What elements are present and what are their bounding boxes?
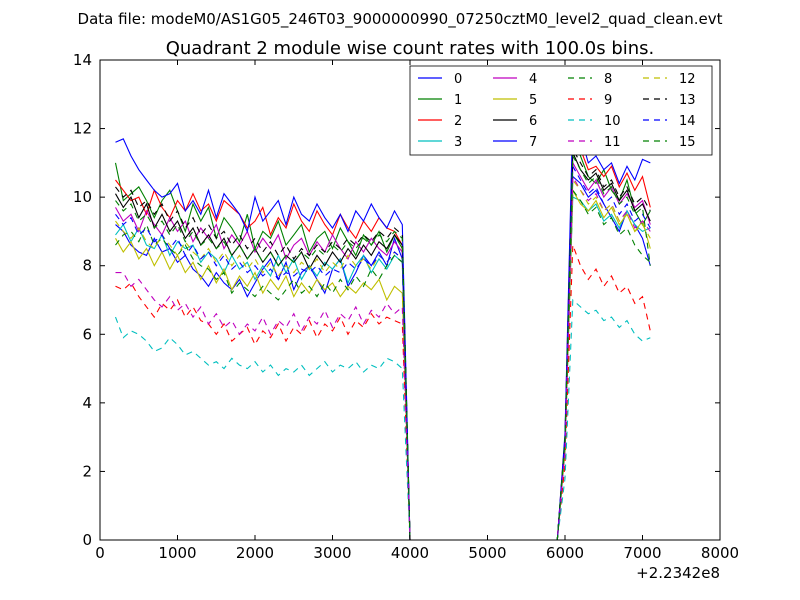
y-tick-label: 0 [82, 531, 92, 549]
series-line-15 [115, 153, 651, 541]
legend-label: 7 [529, 135, 537, 150]
series-layer [114, 114, 651, 541]
legend-label: 13 [679, 93, 696, 108]
legend-label: 9 [604, 93, 612, 108]
y-tick-label: 12 [73, 120, 92, 138]
x-tick-label: 6000 [546, 544, 584, 562]
x-offset-label: +2.2342e8 [636, 564, 720, 582]
x-tick-label: 1000 [158, 544, 196, 562]
x-axis: 0 1000 2000 3000 4000 5000 6000 7000 8000 [95, 60, 739, 562]
x-tick-label: 7000 [623, 544, 661, 562]
legend-label: 15 [679, 135, 696, 150]
series-line-13 [115, 147, 651, 541]
x-tick-label: 0 [95, 544, 105, 562]
legend-label: 12 [679, 72, 696, 87]
legend-label: 14 [679, 114, 696, 129]
legend-label: 0 [454, 72, 462, 87]
legend-label: 8 [604, 72, 612, 87]
y-tick-label: 6 [82, 325, 92, 343]
legend-label: 10 [604, 114, 621, 129]
legend-label: 2 [454, 114, 462, 129]
x-tick-label: 3000 [313, 544, 351, 562]
legend-box [409, 65, 713, 156]
series-line-10 [114, 298, 651, 541]
legend-label: 11 [604, 135, 621, 150]
x-tick-label: 5000 [468, 544, 506, 562]
chart-title: Quadrant 2 module wise count rates with … [166, 38, 655, 59]
legend-label: 1 [454, 93, 462, 108]
x-tick-label: 4000 [391, 544, 429, 562]
series-line-9 [115, 244, 651, 541]
legend-label: 4 [529, 72, 537, 87]
x-tick-label: 8000 [701, 544, 739, 562]
y-tick-label: 10 [73, 188, 92, 206]
series-line-11 [115, 174, 651, 541]
y-tick-label: 8 [82, 257, 92, 275]
legend-label: 3 [454, 135, 462, 150]
y-tick-label: 4 [82, 394, 92, 412]
series-line-7 [115, 114, 651, 541]
y-tick-label: 2 [82, 462, 92, 480]
y-tick-label: 14 [73, 51, 92, 69]
legend-label: 6 [529, 114, 537, 129]
legend-label: 5 [529, 93, 537, 108]
series-line-14 [115, 164, 651, 541]
suptitle: Data file: modeM0/AS1G05_246T03_90000009… [78, 10, 723, 29]
x-tick-label: 2000 [236, 544, 274, 562]
